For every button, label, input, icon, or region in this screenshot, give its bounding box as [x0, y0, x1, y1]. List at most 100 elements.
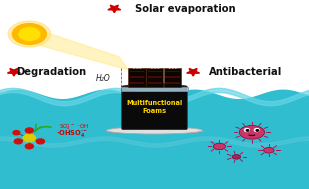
Circle shape — [256, 130, 259, 131]
FancyBboxPatch shape — [121, 87, 188, 91]
Bar — [0, 184, 309, 187]
Ellipse shape — [213, 143, 226, 150]
Bar — [0, 185, 309, 187]
Bar — [0, 184, 309, 187]
Circle shape — [36, 139, 44, 144]
Bar — [0, 184, 309, 187]
Polygon shape — [7, 68, 20, 76]
Circle shape — [25, 128, 33, 133]
Bar — [0, 185, 309, 188]
Bar — [0, 184, 309, 187]
Bar — [0, 185, 309, 188]
Bar — [0, 184, 309, 187]
Bar — [0, 185, 309, 187]
Circle shape — [12, 24, 46, 44]
Bar — [0, 184, 309, 187]
FancyBboxPatch shape — [122, 86, 187, 130]
Bar — [164, 68, 181, 87]
Circle shape — [246, 130, 249, 131]
Bar — [0, 186, 309, 189]
Bar — [0, 186, 309, 189]
Text: $\mathdefault{\cdot OH}$$\mathdefault{SO_4^{\bullet-}}$: $\mathdefault{\cdot OH}$$\mathdefault{SO… — [56, 128, 88, 139]
Bar — [0, 185, 309, 188]
Bar — [0, 185, 309, 188]
Bar — [0, 184, 309, 187]
Bar — [0, 186, 309, 189]
Bar — [0, 184, 309, 187]
Text: $\mathdefault{SO_4^{\bullet-}}$  $\mathdefault{\cdot OH}$: $\mathdefault{SO_4^{\bullet-}}$ $\mathde… — [59, 123, 89, 132]
Bar — [0, 186, 309, 188]
Bar — [0, 186, 309, 188]
Bar — [146, 68, 163, 87]
Text: Antibacterial: Antibacterial — [209, 67, 282, 77]
Bar — [0, 186, 309, 188]
Circle shape — [254, 129, 259, 132]
Bar — [0, 186, 309, 189]
Bar — [0, 185, 309, 188]
Bar — [0, 185, 309, 188]
Bar — [130, 76, 144, 78]
Bar — [0, 186, 309, 189]
Bar — [0, 185, 309, 187]
Bar — [0, 186, 309, 189]
Polygon shape — [108, 5, 121, 13]
Bar — [0, 185, 309, 188]
Bar — [0, 186, 309, 189]
Bar — [0, 185, 309, 188]
Bar — [0, 184, 309, 187]
Bar — [0, 185, 309, 187]
Bar — [0, 186, 309, 188]
Text: H₂O: H₂O — [96, 74, 111, 83]
Bar — [0, 185, 309, 188]
Bar — [148, 82, 162, 84]
Ellipse shape — [124, 83, 185, 91]
Bar — [0, 184, 309, 187]
Bar — [0, 184, 309, 187]
Ellipse shape — [107, 127, 202, 134]
Bar — [0, 184, 309, 187]
Circle shape — [8, 21, 51, 47]
Bar — [0, 186, 309, 188]
Bar — [0, 184, 309, 187]
Bar — [0, 184, 309, 187]
Bar — [165, 76, 180, 78]
Bar — [0, 185, 309, 187]
Bar — [0, 186, 309, 189]
Bar — [0, 186, 309, 189]
Ellipse shape — [232, 155, 241, 159]
Bar — [0, 185, 309, 188]
Bar — [128, 68, 146, 87]
Bar — [0, 185, 309, 188]
Bar — [0, 185, 309, 188]
Text: Multifunctional
Foams: Multifunctional Foams — [126, 100, 183, 114]
Bar — [0, 186, 309, 188]
Bar — [0, 186, 309, 188]
Bar — [0, 185, 309, 188]
Bar — [148, 71, 162, 72]
Bar — [0, 185, 309, 188]
Bar — [0, 185, 309, 187]
Bar — [0, 184, 309, 187]
Polygon shape — [33, 30, 128, 70]
Bar — [0, 184, 309, 187]
Circle shape — [13, 131, 20, 135]
Bar — [0, 186, 309, 189]
Bar — [0, 185, 309, 188]
Bar — [0, 185, 309, 187]
Bar — [0, 184, 309, 187]
Bar — [0, 185, 309, 188]
Circle shape — [25, 144, 33, 149]
Bar — [0, 185, 309, 187]
Bar — [0, 184, 309, 187]
Bar — [0, 185, 309, 188]
Bar — [165, 71, 180, 72]
Bar — [0, 186, 309, 189]
Circle shape — [23, 134, 36, 142]
Circle shape — [14, 139, 22, 144]
Bar — [0, 186, 309, 189]
Ellipse shape — [264, 147, 274, 153]
Polygon shape — [187, 68, 200, 76]
Bar — [0, 185, 309, 188]
Bar — [0, 184, 309, 187]
Bar — [130, 82, 144, 84]
